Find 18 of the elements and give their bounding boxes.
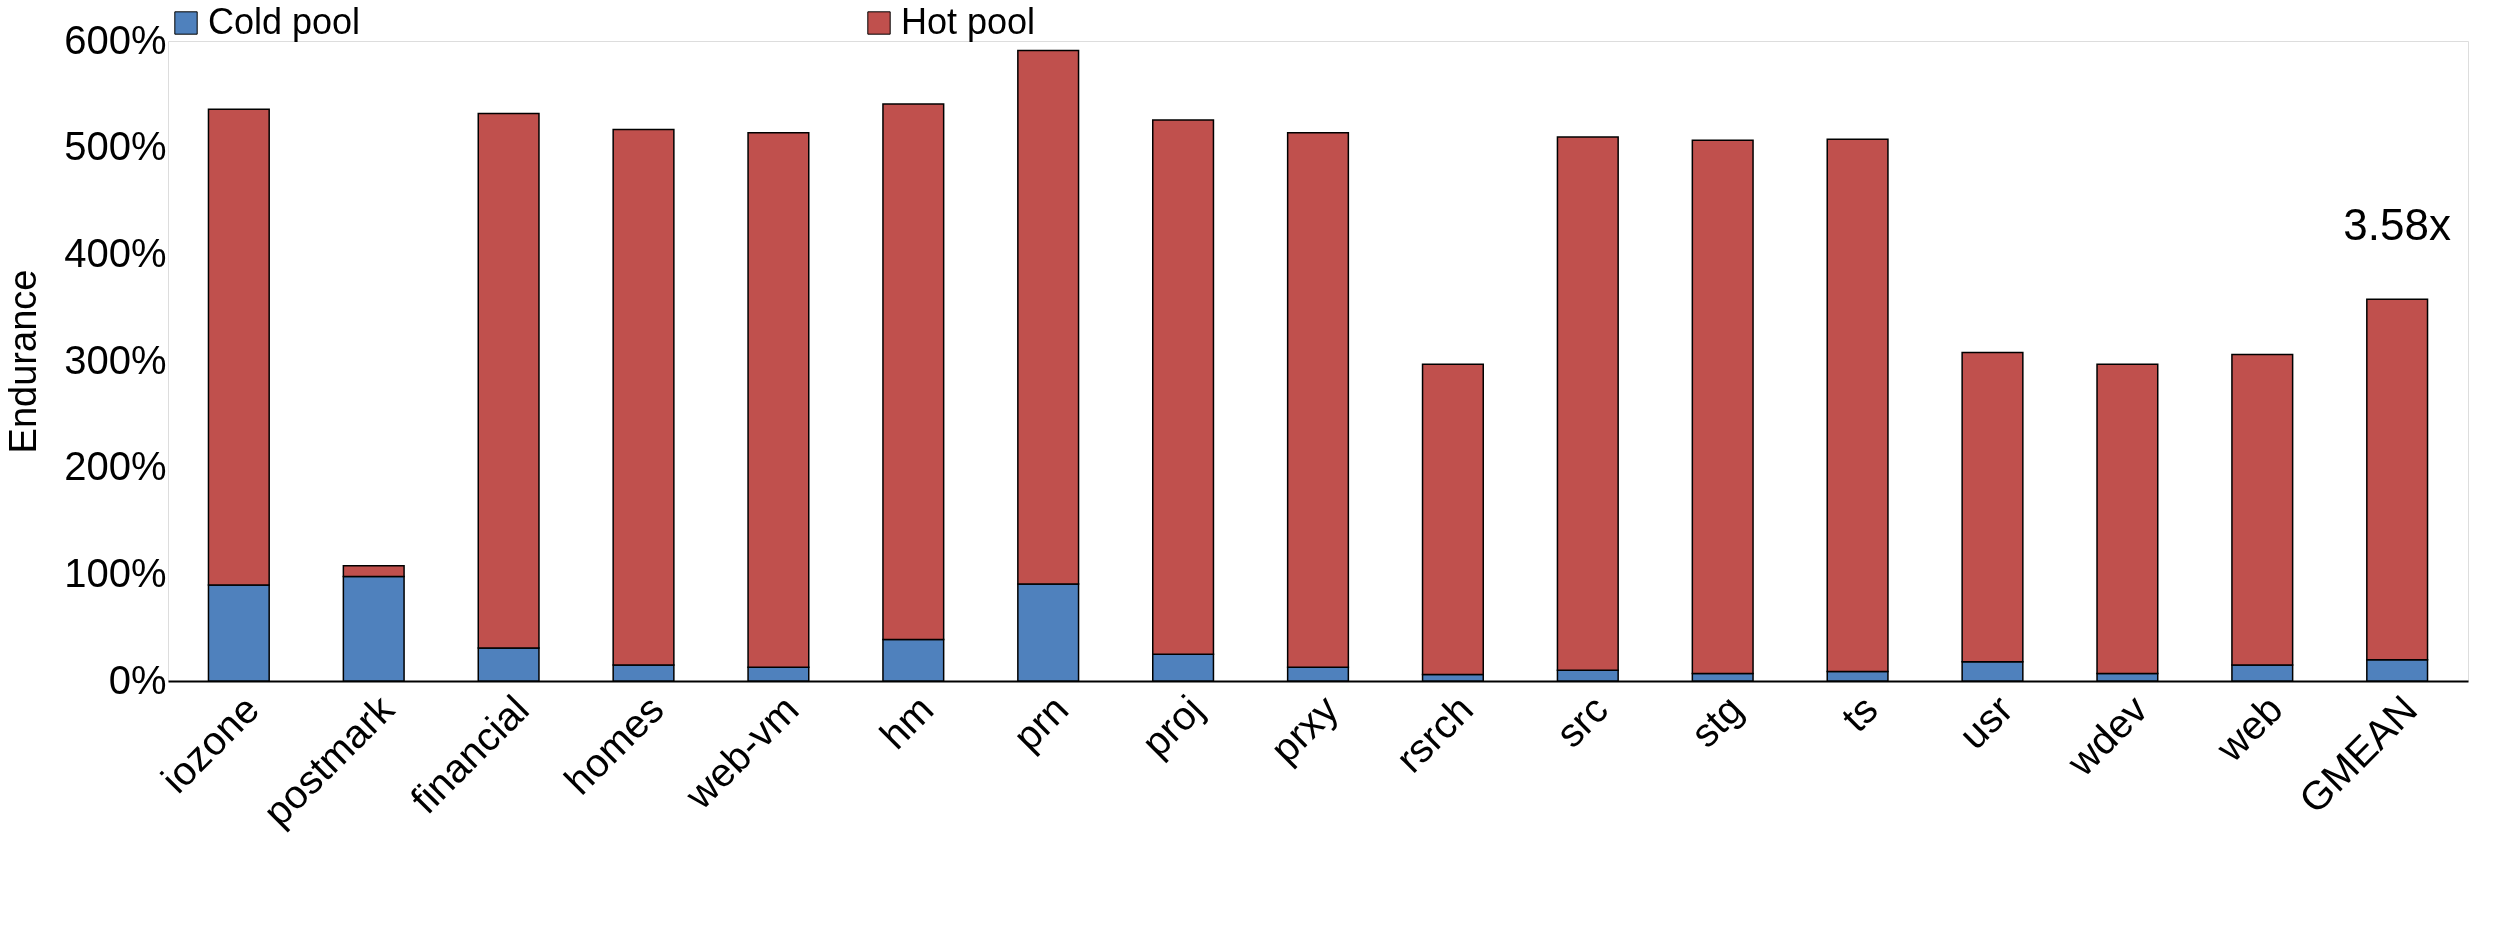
y-tick-label: 400% — [64, 230, 167, 275]
annotation: 3.58x — [2343, 200, 2451, 250]
legend-label: Cold pool — [208, 1, 361, 42]
x-tick-label: ts — [1832, 686, 1886, 740]
y-tick-label: 200% — [64, 444, 167, 489]
y-tick-label: 0% — [108, 657, 167, 702]
y-axis-title: Endurance — [2, 269, 45, 454]
x-tick-label: web — [2206, 686, 2291, 771]
x-tick-label: hm — [871, 686, 942, 758]
x-tick-label: prn — [1004, 686, 1077, 759]
y-tick-label: 500% — [64, 124, 167, 169]
x-tick-label: src — [1547, 686, 1617, 756]
y-tick-label: 600% — [64, 17, 167, 62]
y-tick-label: 100% — [64, 550, 167, 595]
x-tick-label: stg — [1682, 686, 1751, 756]
y-tick-label: 300% — [64, 337, 167, 382]
legend-label: Hot pool — [901, 1, 1036, 42]
x-tick-label: usr — [1950, 686, 2021, 758]
